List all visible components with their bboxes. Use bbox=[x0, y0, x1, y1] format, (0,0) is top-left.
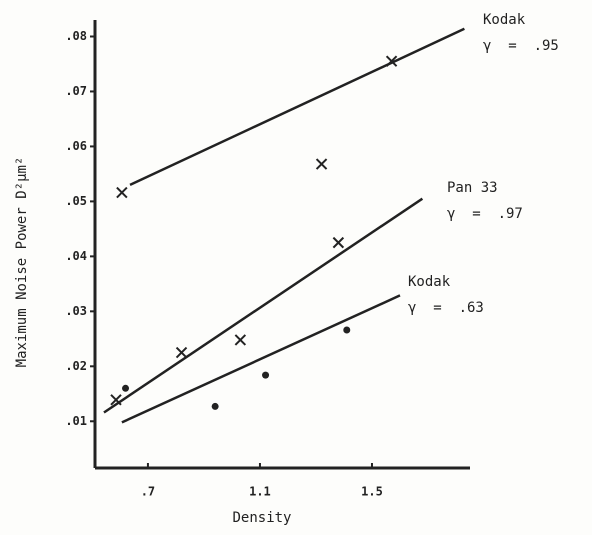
cross-marker bbox=[315, 158, 328, 170]
fit-line bbox=[121, 294, 401, 424]
series-gamma: γ = .97 bbox=[447, 206, 523, 222]
y-axis-label: Maximum Noise Power D²μm² bbox=[14, 157, 30, 368]
series-name: Pan 33 bbox=[447, 180, 498, 196]
cross-marker bbox=[385, 55, 398, 67]
y-tick-label: .07 bbox=[65, 84, 87, 98]
cross-marker bbox=[332, 236, 345, 249]
y-tick-label: .04 bbox=[65, 249, 87, 263]
series-name: Kodak bbox=[408, 274, 451, 290]
x-tick-label: 1.1 bbox=[249, 485, 271, 499]
fit-line bbox=[103, 197, 424, 414]
dot-marker bbox=[211, 402, 219, 410]
cross-marker bbox=[175, 346, 188, 359]
y-tick-label: .08 bbox=[65, 29, 87, 43]
series-gamma: γ = .63 bbox=[408, 300, 484, 316]
x-tick-label: 1.5 bbox=[361, 485, 383, 499]
series-gamma: γ = .95 bbox=[483, 38, 559, 54]
x-axis-label: Density bbox=[232, 510, 291, 526]
cross-marker bbox=[234, 334, 247, 346]
y-tick-label: .02 bbox=[65, 359, 87, 373]
cross-marker bbox=[116, 186, 128, 199]
dot-marker bbox=[343, 326, 351, 334]
y-tick-label: .05 bbox=[65, 194, 87, 208]
y-tick-label: .06 bbox=[65, 139, 87, 153]
fit-line bbox=[129, 27, 465, 187]
x-tick-label: .7 bbox=[141, 485, 155, 499]
dot-marker bbox=[262, 371, 270, 379]
series-name: Kodak bbox=[483, 12, 526, 28]
y-tick-label: .03 bbox=[65, 304, 87, 318]
dot-marker bbox=[122, 384, 130, 392]
cross-marker bbox=[110, 394, 122, 406]
y-tick-label: .01 bbox=[65, 414, 87, 428]
